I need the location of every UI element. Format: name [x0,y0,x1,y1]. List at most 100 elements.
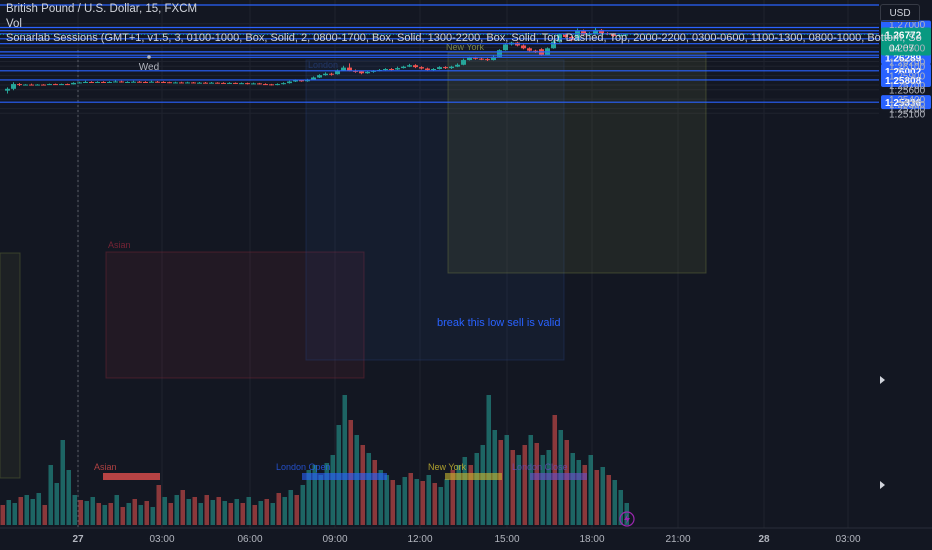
session-bottom-bars: Asian London Open New York London Close [94,462,587,480]
volume-bar [474,453,479,525]
volume-indicator-label[interactable]: Vol [6,18,22,30]
sessions-indicator-label[interactable]: Sonarlab Sessions (GMT+1, v1.5, 3, 0100-… [6,32,922,44]
chart-misc: Wed break this low sell is valid [139,55,635,527]
candle-body [23,84,28,86]
candle-body [29,84,34,86]
candle-body [431,69,436,71]
volume-bar [66,470,71,525]
time-label: 03:00 [835,534,860,545]
volume-bar [252,505,257,525]
volume-bar [570,453,575,525]
candle-body [215,82,220,84]
volume-bar [540,455,545,525]
session-label-asian-bottom: Asian [94,462,117,472]
candle-body [65,84,70,86]
volume-bar [282,497,287,525]
candle-body [89,81,94,83]
price-axis[interactable]: 1.26772 04:07 1.27000 1.26500 1.262001.26100… [880,20,931,489]
volume-bar [222,501,227,525]
candle-body [155,81,160,83]
candle-body [551,41,556,49]
volume-bar [594,470,599,525]
volume-bar [546,450,551,525]
volume-bar [366,453,371,525]
candle-body [557,34,562,42]
candle-body [245,83,250,85]
price-tag-label-9: 1.25808 [885,76,922,87]
volume-bar [390,480,395,525]
session-bar-london-close [530,473,587,480]
time-label: 06:00 [237,534,262,545]
candle-body [179,82,184,84]
volume-bar [24,495,29,525]
candle-body [497,50,502,57]
volume-bar [480,445,485,525]
volume-bar [330,455,335,525]
candle-body [479,58,484,60]
candle-body [53,84,58,86]
volume-bar [612,480,617,525]
volume-bar [270,503,275,525]
volume-bar [192,497,197,525]
currency-button[interactable]: USD [880,4,920,22]
session-label-newyork: New York [446,42,485,52]
volume-bar [378,470,383,525]
volume-bar [150,507,155,525]
symbol-title[interactable]: British Pound / U.S. Dollar, 15, FXCM [6,3,198,15]
volume-bar [132,499,137,525]
time-label: 03:00 [149,534,174,545]
candle-body [257,83,262,85]
volume-bar [318,475,323,525]
candle-body [425,68,430,70]
volume-bar [264,499,269,525]
volume-bar [444,479,449,525]
candle-body [239,83,244,85]
candle-body [317,75,322,78]
volume-bar [180,490,185,525]
volume-bar [426,475,431,525]
volume-bar [504,435,509,525]
price-tick: 1.25200 [889,105,926,116]
time-axis[interactable]: 27 03:00 06:00 09:00 12:00 15:00 18:00 21:00 28 0… [0,527,932,545]
candle-body [329,73,334,75]
time-label: 18:00 [579,534,604,545]
candle-body [299,80,304,82]
candle-body [59,84,64,86]
volume-bar [348,420,353,525]
session-bar-newyork [445,473,502,480]
candle-body [161,81,166,83]
candle-body [17,84,22,86]
volume-bar [486,395,491,525]
volume-bar [516,455,521,525]
candle-body [197,82,202,84]
volume-bar [18,497,23,525]
day-marker-dot [147,55,151,59]
candle-body [149,81,154,83]
candle-body [575,30,580,41]
candle-body [383,69,388,71]
volume-bar [198,503,203,525]
session-box-newyork [447,52,707,274]
volume-bar [114,495,119,525]
price-tick: 1.25900 [889,72,926,83]
session-label-asian: Asian [108,240,131,250]
candle-body [491,56,496,61]
session-bar-asian [103,473,160,480]
candle-body [347,67,352,71]
volume-bar [600,467,605,525]
countdown-label: 04:07 [889,44,914,55]
candle-body [389,69,394,71]
candle-body [293,80,298,82]
volume-bar [408,473,413,525]
price-tick: 1.26100 [889,62,926,73]
volume-bar [462,457,467,525]
current-price-label: 1.26772 [885,31,922,42]
volume-bar [234,499,239,525]
candle-body [437,67,442,70]
day-marker-label: Wed [139,62,159,73]
volume-bar [396,485,401,525]
time-label: 21:00 [665,534,690,545]
candle-body [623,34,628,36]
volume-bar [78,500,83,525]
